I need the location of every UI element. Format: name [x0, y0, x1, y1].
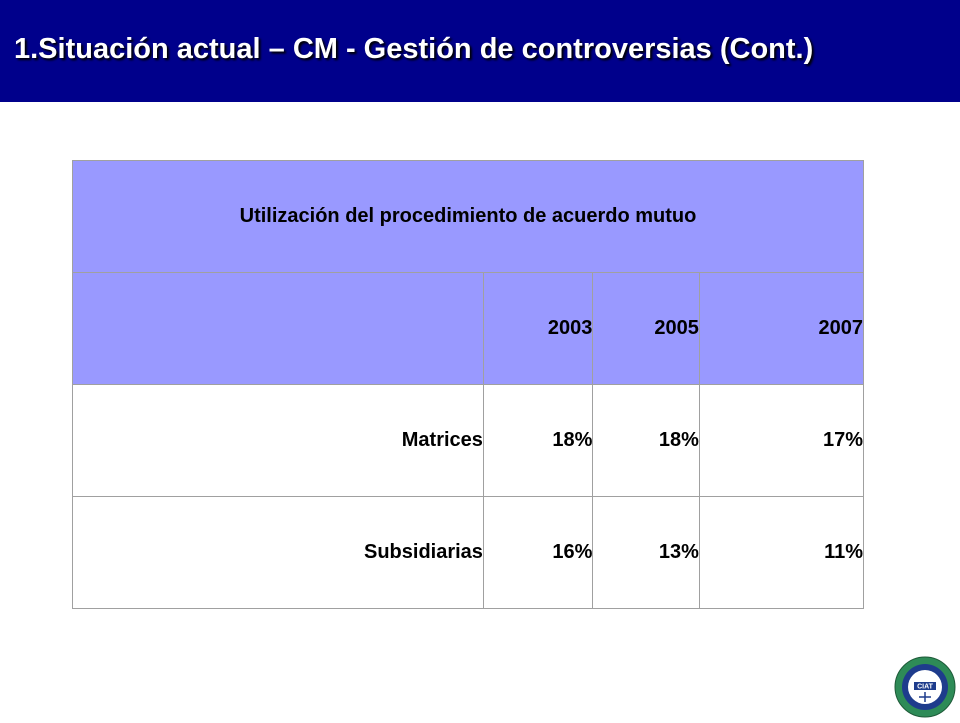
year-header-2003: 2003 [482, 272, 594, 385]
cell-subsidiarias-2003: 16% [482, 496, 594, 609]
data-table: Utilización del procedimiento de acuerdo… [72, 160, 865, 609]
year-header-2005: 2005 [592, 272, 700, 385]
year-header-row: 2003 2005 2007 [72, 272, 865, 385]
title-bar: 1.Situación actual – CM - Gestión de con… [0, 0, 960, 102]
row-label-subsidiarias: Subsidiarias [72, 496, 484, 609]
table-row: Subsidiarias 16% 13% 11% [72, 496, 865, 609]
cell-matrices-2005: 18% [592, 384, 700, 497]
cell-matrices-2003: 18% [482, 384, 594, 497]
logo-text: CIAT [917, 684, 934, 691]
table-header: Utilización del procedimiento de acuerdo… [72, 160, 864, 273]
year-header-empty-cell [72, 272, 484, 385]
year-header-2007: 2007 [698, 272, 865, 385]
row-label-matrices: Matrices [72, 384, 484, 497]
ciat-emblem-icon: CIAT [894, 656, 956, 718]
slide-title: 1.Situación actual – CM - Gestión de con… [14, 33, 814, 65]
ciat-logo: CIAT [894, 656, 956, 718]
cell-matrices-2007: 17% [698, 384, 865, 497]
table-header-row: Utilización del procedimiento de acuerdo… [72, 160, 864, 273]
table-row: Matrices 18% 18% 17% [72, 384, 865, 497]
cell-subsidiarias-2007: 11% [698, 496, 865, 609]
cell-subsidiarias-2005: 13% [592, 496, 700, 609]
